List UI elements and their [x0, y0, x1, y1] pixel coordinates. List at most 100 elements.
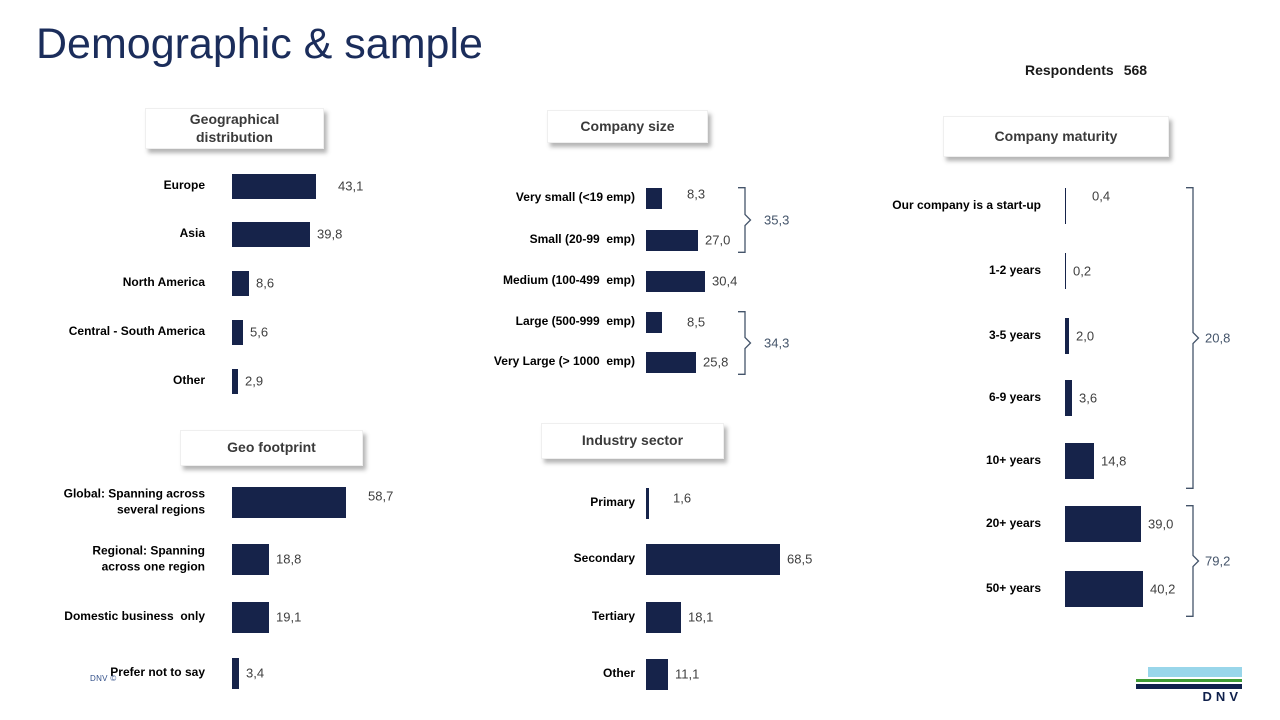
bracket-value-label: 79,2: [1203, 552, 1233, 570]
value-label: 0,2: [1073, 263, 1092, 279]
bar: [1065, 571, 1143, 607]
value-label: 3,4: [246, 665, 265, 681]
value-label: 2,9: [245, 373, 264, 389]
category-label: Regional: Spanning across one region: [92, 543, 205, 573]
category-label: 10+ years: [985, 453, 1041, 468]
value-label: 43,1: [338, 178, 364, 194]
respondents-value: 568: [1123, 62, 1148, 78]
chart-title-text: Geo footprint: [227, 439, 316, 456]
dnv-logo: DNV: [1136, 667, 1242, 704]
bracket-value-label: 35,3: [762, 211, 792, 228]
category-label: Medium (100-499 emp): [502, 273, 635, 288]
bar: [646, 351, 696, 373]
bar: [646, 187, 662, 209]
bar: [232, 270, 249, 296]
chart-title-text: Company maturity: [994, 127, 1118, 144]
respondents-counter: Respondents 568: [1025, 62, 1147, 78]
chart-title-text: Company size: [580, 117, 675, 134]
bar: [1065, 380, 1072, 416]
bar: [232, 543, 269, 575]
bar: [646, 601, 681, 633]
bar: [232, 173, 316, 199]
category-label: 1-2 years: [988, 263, 1041, 278]
value-label: 68,5: [787, 551, 813, 567]
value-label: 0,4: [1092, 188, 1111, 204]
value-label: 14,8: [1101, 453, 1127, 469]
chart-title-text: Geographical distribution: [189, 111, 280, 145]
value-label: 3,6: [1079, 390, 1098, 406]
category-label: 3-5 years: [988, 328, 1041, 343]
category-label: Secondary: [573, 551, 635, 566]
bar: [1065, 188, 1066, 224]
chart-title-geographical: Geographical distribution: [145, 108, 324, 149]
bar: [232, 319, 243, 345]
bar: [232, 486, 346, 518]
bar: [1065, 318, 1069, 354]
value-label: 39,0: [1148, 516, 1174, 532]
value-label: 30,4: [712, 273, 738, 289]
value-label: 40,2: [1150, 581, 1176, 597]
category-label: Europe: [163, 178, 205, 193]
value-label: 8,6: [256, 275, 275, 291]
chart-title-industry_sector: Industry sector: [541, 423, 724, 459]
bar: [232, 657, 239, 689]
logo-wordmark: DNV: [1202, 689, 1242, 704]
value-label: 8,3: [687, 186, 706, 202]
logo-navy-bar: [1136, 684, 1242, 689]
bar: [646, 311, 662, 333]
value-label: 25,8: [703, 354, 729, 370]
category-label: Tertiary: [591, 609, 635, 624]
category-label: Other: [172, 373, 205, 388]
category-label: North America: [122, 275, 205, 290]
category-label: Global: Spanning across several regions: [63, 486, 205, 516]
respondents-label: Respondents: [1025, 62, 1114, 78]
group-bracket: [1186, 505, 1200, 617]
value-label: 11,1: [675, 666, 700, 682]
bracket-value-label: 20,8: [1203, 329, 1233, 347]
group-bracket: [1186, 187, 1200, 489]
value-label: 19,1: [276, 609, 302, 625]
category-label: Central - South America: [68, 324, 205, 339]
page-title: Demographic & sample: [36, 20, 483, 68]
category-label: 20+ years: [985, 516, 1041, 531]
value-label: 2,0: [1076, 328, 1095, 344]
bar: [646, 229, 698, 251]
chart-title-text: Industry sector: [581, 432, 684, 449]
bar: [232, 601, 269, 633]
category-label: Domestic business only: [64, 609, 205, 624]
value-label: 5,6: [250, 324, 269, 340]
category-label: Primary: [590, 495, 635, 510]
category-label: Small (20-99 emp): [529, 232, 635, 247]
category-label: Very small (<19 emp): [515, 190, 635, 205]
bar: [232, 221, 310, 247]
value-label: 1,6: [673, 490, 692, 506]
value-label: 18,1: [688, 609, 714, 625]
category-label: Other: [602, 666, 635, 681]
bar: [1065, 253, 1066, 289]
logo-green-bar: [1136, 679, 1242, 682]
bar: [1065, 506, 1141, 542]
bar: [646, 658, 668, 690]
chart-title-geo_footprint: Geo footprint: [180, 430, 363, 466]
bar: [646, 487, 649, 519]
category-label: 6-9 years: [988, 390, 1041, 405]
category-label: Large (500-999 emp): [515, 314, 635, 329]
bar: [1065, 443, 1094, 479]
value-label: 8,5: [687, 314, 706, 330]
logo-lightblue-bar: [1148, 667, 1242, 677]
value-label: 39,8: [317, 226, 343, 242]
category-label: Our company is a start-up: [892, 198, 1041, 213]
bracket-value-label: 34,3: [762, 334, 792, 351]
copyright-text: DNV ©: [90, 674, 117, 683]
bar: [646, 543, 780, 575]
value-label: 58,7: [368, 488, 394, 504]
bar: [232, 368, 238, 394]
bar: [646, 270, 705, 292]
chart-title-company_size: Company size: [547, 110, 708, 143]
